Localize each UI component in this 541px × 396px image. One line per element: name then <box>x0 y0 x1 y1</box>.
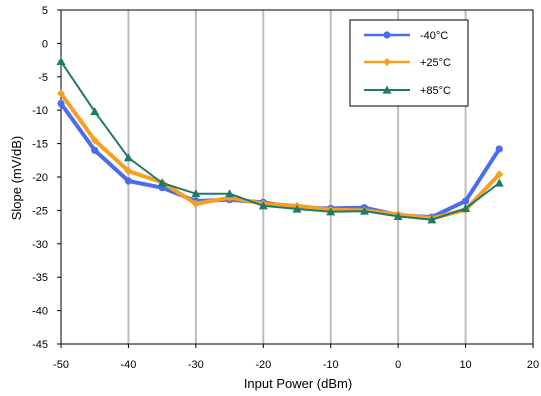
data-point <box>90 136 99 145</box>
data-point <box>191 199 200 208</box>
y-tick-label: -35 <box>32 272 48 284</box>
y-tick-label: -5 <box>38 72 48 84</box>
data-point <box>56 56 66 66</box>
x-tick-label: -40 <box>120 359 136 371</box>
y-axis: 5 0 -5 -10 -15 -20 -25 -30 -35 -40 -45 <box>32 5 61 351</box>
data-point <box>494 178 504 187</box>
data-point <box>461 197 470 205</box>
data-point <box>326 207 336 216</box>
x-tick-label: 0 <box>395 359 401 371</box>
y-tick-label: -25 <box>32 205 48 217</box>
y-tick-label: -10 <box>32 105 48 117</box>
y-tick-label: 0 <box>42 38 48 50</box>
data-point <box>258 201 268 210</box>
data-point <box>461 203 471 212</box>
data-point <box>123 153 133 162</box>
series-line <box>59 92 501 221</box>
data-point <box>495 145 503 153</box>
gridlines <box>127 10 467 344</box>
data-point <box>292 204 302 213</box>
legend: -40°C +25°C +85°C <box>349 19 469 107</box>
data-point <box>157 178 167 187</box>
series-line <box>60 60 500 221</box>
y-tick-label: -15 <box>32 139 48 151</box>
x-tick-label: 20 <box>527 359 539 371</box>
x-tick-label: -20 <box>255 359 271 371</box>
series-group <box>56 56 504 224</box>
legend-label: +25°C <box>420 57 451 69</box>
legend-marker <box>383 58 391 66</box>
data-point <box>393 211 403 221</box>
data-point <box>90 107 100 116</box>
y-tick-label: 5 <box>42 5 48 17</box>
y-tick-label: -45 <box>32 339 48 351</box>
y-axis-title: Slope (mV/dB) <box>9 136 24 221</box>
data-point <box>57 99 65 108</box>
x-tick-label: -50 <box>53 359 69 371</box>
y-tick-label: -20 <box>32 172 48 184</box>
data-point <box>225 189 235 198</box>
data-point <box>57 89 65 98</box>
x-tick-label: -30 <box>188 359 204 371</box>
data-point <box>91 146 99 154</box>
data-point <box>124 166 133 175</box>
series-2 <box>56 56 504 224</box>
x-axis: -50 -40 -30 -20 -10 0 10 20 <box>53 344 539 371</box>
x-tick-label: -10 <box>323 359 339 371</box>
legend-marker <box>382 85 392 94</box>
legend-marker <box>383 31 391 39</box>
y-tick-label: -30 <box>32 239 48 251</box>
data-point <box>359 206 369 215</box>
legend-label: +85°C <box>420 85 451 97</box>
data-point <box>124 177 133 185</box>
x-tick-label: 10 <box>459 359 471 371</box>
data-point <box>495 170 504 179</box>
x-axis-title: Input Power (dBm) <box>244 376 352 391</box>
data-point <box>191 189 201 198</box>
y-tick-label: -40 <box>32 306 48 318</box>
legend-label: -40°C <box>420 30 448 42</box>
data-point <box>427 215 437 224</box>
